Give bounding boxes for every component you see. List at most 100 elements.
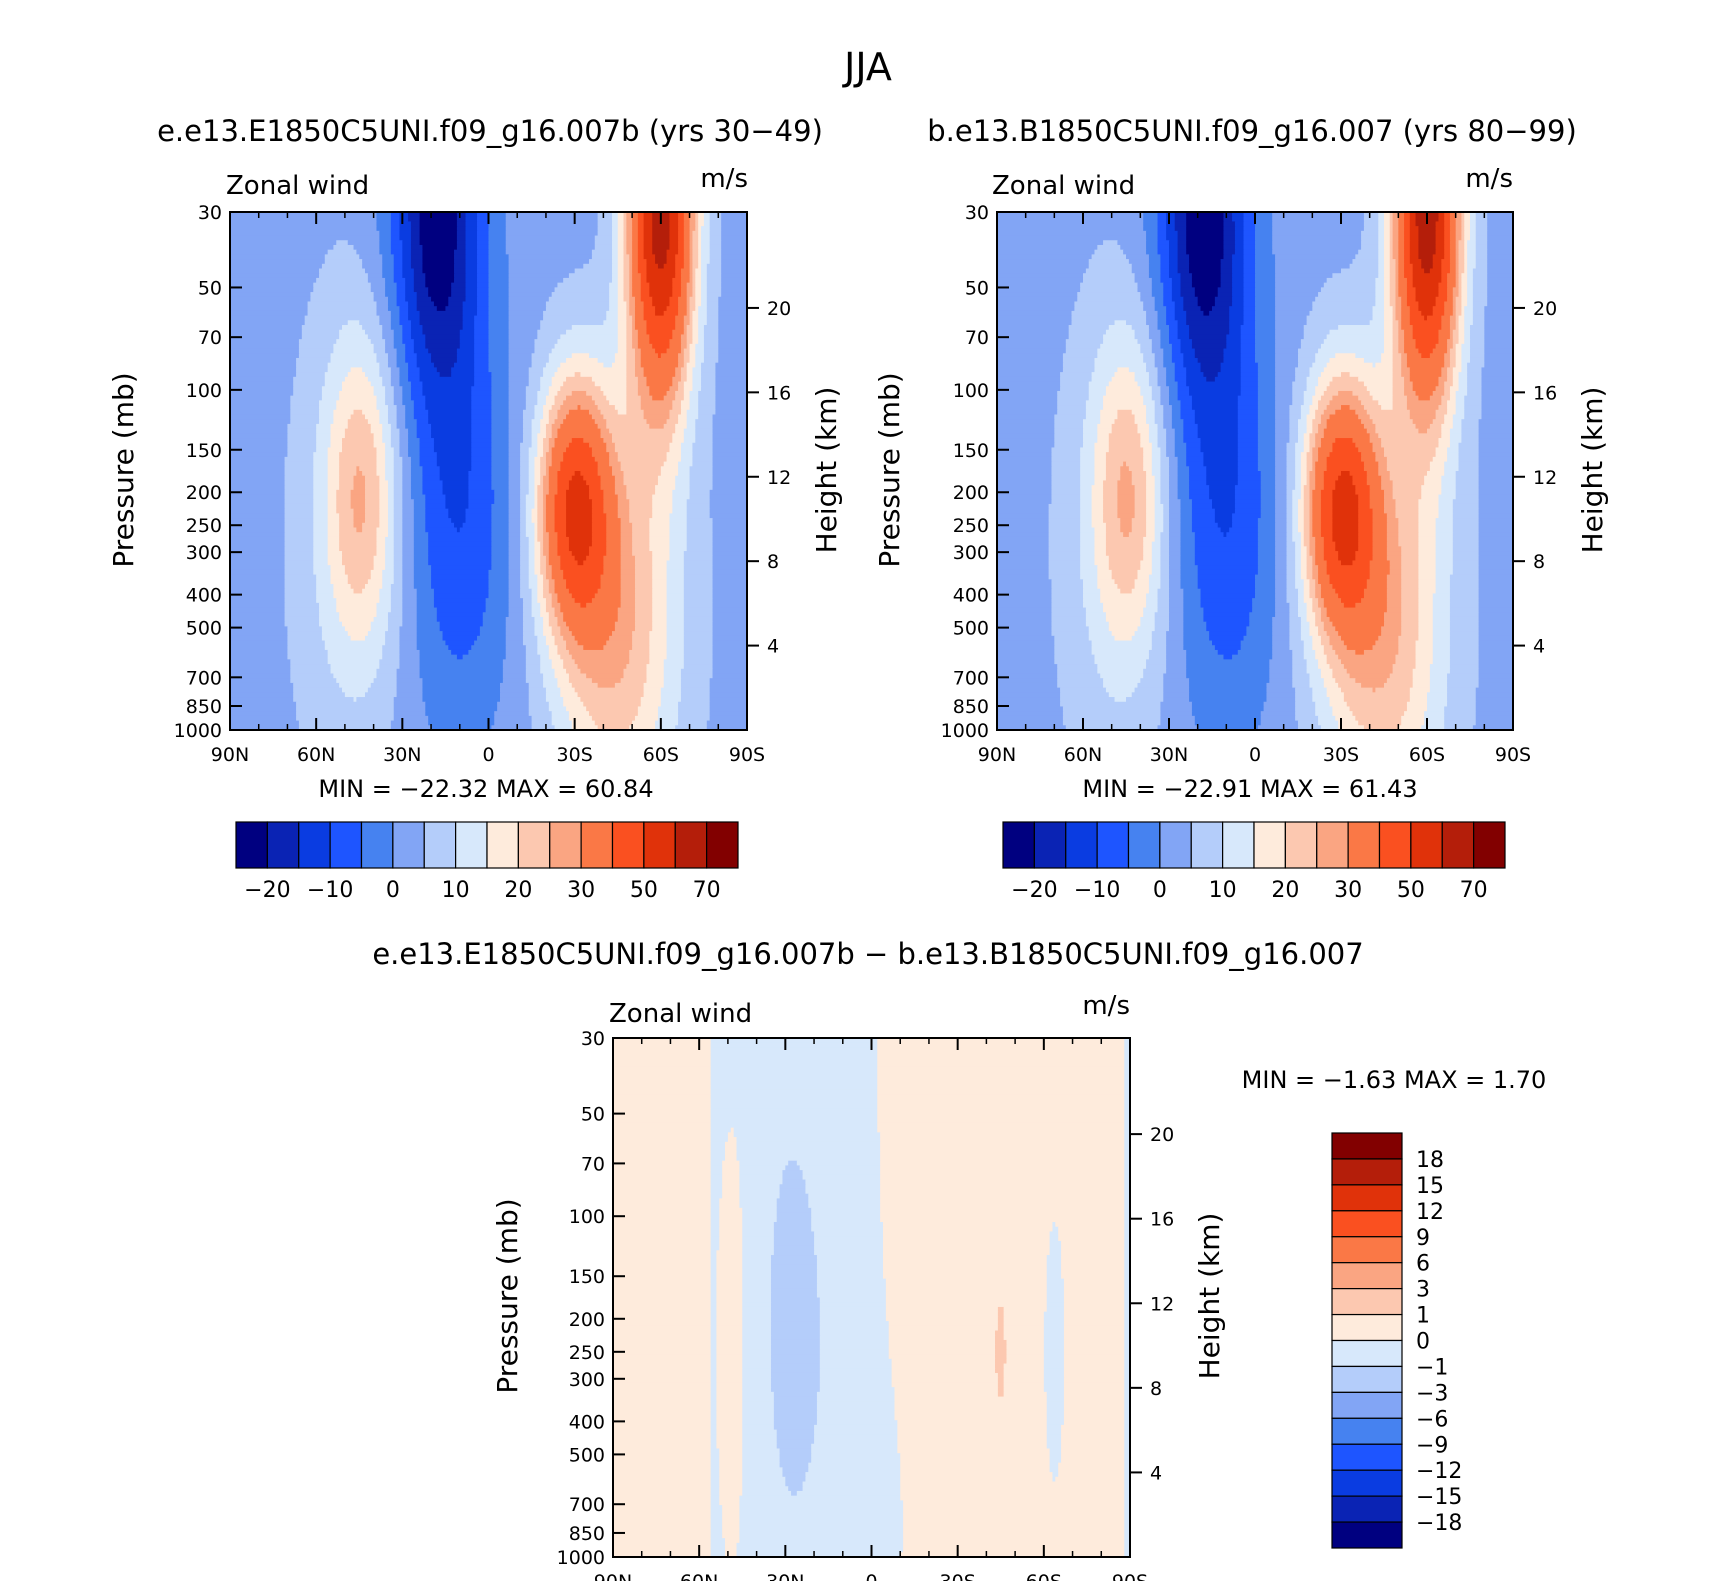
p1-contour-fill-cell	[385, 471, 395, 477]
p1-contour-fill-cell	[540, 325, 573, 331]
p2-contour-fill-cell	[1275, 353, 1299, 359]
p1-contour-fill-cell	[405, 296, 418, 303]
p1-contour-fill-cell	[543, 626, 553, 632]
p1-contour-fill-cell	[623, 673, 648, 679]
p1-contour-fill-cell	[287, 645, 326, 651]
p2-contour-fill-cell	[1298, 357, 1316, 364]
p1-contour-fill-cell	[626, 485, 656, 491]
p1-contour-fill-cell	[336, 503, 352, 510]
p1-contour-fill-cell	[626, 320, 633, 326]
p1-contour-fill-cell	[568, 546, 590, 552]
p2-contour-fill-cell	[1177, 485, 1190, 491]
p1-contour-fill-cell	[721, 259, 748, 265]
p1-contour-fill-cell	[230, 306, 309, 312]
p1-contour-fill-cell	[686, 287, 694, 293]
p1-contour-fill-cell	[491, 405, 510, 411]
p2-contour-fill-cell	[1398, 329, 1405, 336]
p2-contour-fill-cell	[1487, 216, 1514, 223]
p1-contour-fill-cell	[640, 353, 659, 359]
p1-contour-fill-cell	[672, 282, 682, 288]
p1-contour-fill-cell	[393, 263, 403, 270]
p2-contour-fill-cell	[1275, 263, 1351, 270]
p2-contour-fill-cell	[1237, 419, 1259, 425]
p1-contour-fill-cell	[347, 574, 372, 580]
p1-contour-fill-cell	[652, 616, 668, 623]
p2-contour-fill-cell	[1487, 268, 1514, 274]
p1-contour-fill-cell	[712, 522, 748, 529]
p1-contour-fill-cell	[522, 635, 538, 642]
p1-contour-fill-cell	[709, 212, 722, 218]
p2-contour-fill-cell	[1369, 320, 1385, 326]
p2-contour-fill-cell	[1452, 343, 1457, 350]
p1-contour-fill-cell	[640, 292, 650, 298]
p1-contour-fill-cell	[609, 287, 619, 293]
p2-contour-fill-cell	[1177, 494, 1190, 500]
p2-contour-fill-cell	[1398, 268, 1405, 274]
p1-contour-fill-cell	[488, 588, 510, 595]
p1-contour-fill-cell	[393, 715, 429, 722]
p1-contour-fill-cell	[566, 499, 593, 505]
p2-contour-fill-cell	[1275, 259, 1354, 265]
p2-contour-fill-cell	[1452, 310, 1457, 317]
p1-contour-fill-cell	[703, 357, 719, 364]
p2-contour-fill-cell	[1441, 325, 1451, 331]
p2-contour-fill-cell	[1309, 442, 1316, 449]
p1-contour-fill-cell	[520, 551, 530, 557]
p1-contour-fill-cell	[387, 612, 403, 618]
p1-contour-fill-cell	[557, 593, 573, 599]
p2-contour-fill-cell	[1272, 212, 1365, 218]
p1-contour-fill-cell	[617, 212, 625, 218]
p1-contour-fill-cell	[327, 499, 337, 505]
p1-contour-fill-cell	[709, 249, 722, 255]
p1-contour-fill-cell	[669, 230, 679, 237]
p2-contour-fill-cell	[1255, 325, 1276, 331]
p1-contour-fill-cell	[614, 485, 627, 491]
p2-contour-fill-cell	[1286, 518, 1293, 524]
p1-contour-fill-cell	[571, 682, 599, 689]
p1-contour-fill-cell	[551, 405, 561, 411]
p2-contour-fill-cell	[1435, 452, 1448, 458]
p2-contour-fill-cell	[1146, 414, 1156, 420]
p2-contour-fill-cell	[1398, 273, 1405, 279]
p1-contour-fill-cell	[672, 292, 682, 298]
p1-contour-fill-cell	[379, 372, 392, 378]
p2-contour-fill-cell	[1169, 390, 1179, 397]
p1-contour-fill-cell	[399, 631, 418, 637]
p1-contour-fill-cell	[399, 320, 412, 326]
p2-contour-fill-cell	[1372, 447, 1385, 453]
p2-contour-fill-cell	[1257, 433, 1276, 439]
p2-contour-fill-cell	[1355, 485, 1371, 491]
p1-contour-fill-cell	[632, 273, 642, 279]
p1-contour-fill-cell	[413, 508, 426, 514]
p1-contour-fill-cell	[600, 409, 619, 416]
p1-contour-fill-cell	[609, 428, 676, 434]
p1-contour-fill-cell	[230, 541, 286, 547]
p1-contour-fill-cell	[591, 395, 607, 401]
p1-contour-fill-cell	[640, 296, 653, 303]
p2-contour-fill-cell	[1160, 259, 1170, 265]
p1-contour-fill-cell	[652, 560, 668, 566]
p2-contour-fill-cell	[1157, 367, 1167, 373]
p1-contour-fill-cell	[230, 593, 286, 599]
p1-contour-fill-cell	[652, 584, 668, 590]
p2-contour-fill-cell	[1438, 216, 1445, 223]
p1-contour-fill-cell	[465, 259, 478, 265]
p2-contour-fill-cell	[1300, 471, 1308, 477]
p1-contour-fill-cell	[396, 668, 421, 675]
p2-contour-fill-cell	[1232, 296, 1245, 303]
p2-contour-fill-cell	[1444, 306, 1454, 312]
p2-contour-fill-cell	[1318, 405, 1328, 411]
p1-contour-fill-cell	[230, 343, 300, 350]
p1-contour-fill-cell	[548, 471, 559, 477]
p2-contour-fill-cell	[1395, 287, 1399, 293]
p2-contour-fill-cell	[1378, 268, 1385, 274]
p1-contour-fill-cell	[612, 212, 619, 218]
p1-contour-fill-cell	[313, 494, 329, 500]
p1-contour-fill-cell	[508, 414, 524, 420]
p1-contour-fill-cell	[410, 259, 424, 265]
p1-contour-fill-cell	[543, 546, 550, 552]
p1-contour-fill-cell	[634, 306, 645, 312]
p1-contour-fill-cell	[637, 706, 659, 712]
p1-contour-fill-cell	[353, 518, 366, 524]
p1-contour-fill-cell	[632, 640, 650, 646]
